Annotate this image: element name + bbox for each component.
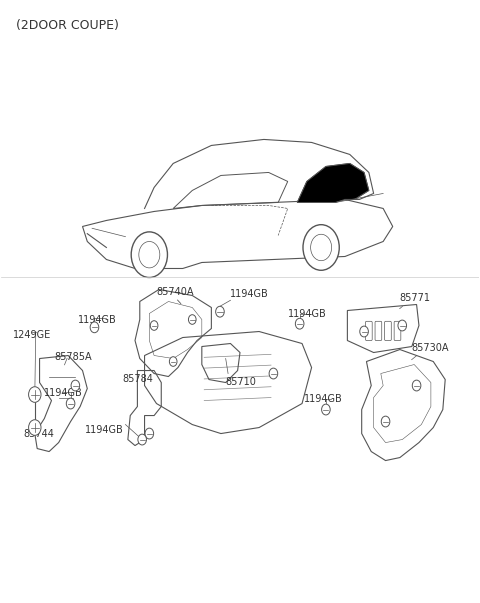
Circle shape <box>131 232 168 277</box>
Circle shape <box>150 321 158 330</box>
Circle shape <box>381 416 390 427</box>
Circle shape <box>71 380 80 391</box>
Circle shape <box>138 434 146 445</box>
Circle shape <box>216 306 224 317</box>
Circle shape <box>412 380 421 391</box>
Text: 1194GB: 1194GB <box>84 425 123 435</box>
Text: 1194GB: 1194GB <box>44 388 83 399</box>
Circle shape <box>295 318 304 329</box>
Circle shape <box>169 357 177 367</box>
Text: 1194GB: 1194GB <box>78 315 117 324</box>
Circle shape <box>360 326 368 337</box>
Text: 1194GB: 1194GB <box>229 289 268 299</box>
Circle shape <box>189 315 196 324</box>
Circle shape <box>398 320 407 331</box>
Text: 85771: 85771 <box>400 293 431 303</box>
Circle shape <box>322 404 330 415</box>
Circle shape <box>90 322 99 333</box>
Circle shape <box>66 398 75 409</box>
Text: 85785A: 85785A <box>54 352 92 362</box>
Text: 85744: 85744 <box>24 429 54 438</box>
Circle shape <box>29 387 41 402</box>
Text: 1194GB: 1194GB <box>288 309 326 318</box>
Text: 1249GE: 1249GE <box>13 329 51 339</box>
Text: 85730A: 85730A <box>412 343 449 353</box>
Text: (2DOOR COUPE): (2DOOR COUPE) <box>16 19 119 33</box>
Circle shape <box>29 420 41 435</box>
Circle shape <box>303 225 339 270</box>
Text: 1194GB: 1194GB <box>304 394 343 404</box>
Polygon shape <box>297 163 369 203</box>
Text: 85710: 85710 <box>226 376 256 387</box>
Circle shape <box>269 368 278 379</box>
Circle shape <box>145 428 154 439</box>
Text: 85740A: 85740A <box>157 286 194 297</box>
Text: 85784: 85784 <box>122 374 153 384</box>
